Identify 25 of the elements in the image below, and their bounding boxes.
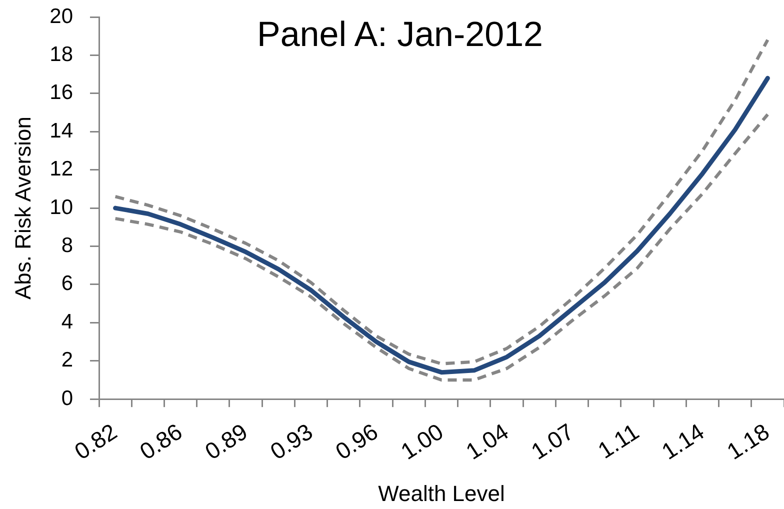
y-tick-label: 16 [50, 81, 73, 104]
y-tick-label: 2 [61, 348, 73, 372]
x-tick-label: 0.86 [135, 418, 187, 465]
x-tick-label: 0.93 [266, 418, 318, 465]
y-tick-label: 10 [50, 196, 73, 219]
x-tick-label: 1.04 [461, 418, 514, 465]
y-tick-label: 0 [61, 386, 73, 410]
chart-title: Panel A: Jan-2012 [256, 15, 544, 54]
y-axis-title: Abs. Risk Aversion [10, 116, 36, 300]
y-tick-label: 20 [50, 4, 73, 28]
y-tick-label: 8 [61, 234, 73, 258]
y-tick-label: 4 [61, 310, 74, 334]
y-tick-label: 12 [50, 158, 73, 181]
x-tick-label: 0.89 [200, 418, 252, 465]
x-tick-label: 1.00 [396, 418, 448, 465]
y-tick-label: 18 [50, 43, 73, 66]
x-tick-label: 1.11 [593, 418, 644, 464]
x-axis-title: Wealth Level [378, 480, 505, 506]
x-tick-label: 0.96 [330, 418, 382, 465]
y-tick-label: 6 [61, 272, 73, 296]
y-tick-label: 14 [50, 119, 74, 142]
x-tick-label: 1.07 [526, 418, 578, 465]
x-tick-label: 0.82 [70, 418, 122, 465]
x-tick-label: 1.18 [722, 418, 774, 465]
x-tick-label: 1.14 [656, 418, 709, 465]
